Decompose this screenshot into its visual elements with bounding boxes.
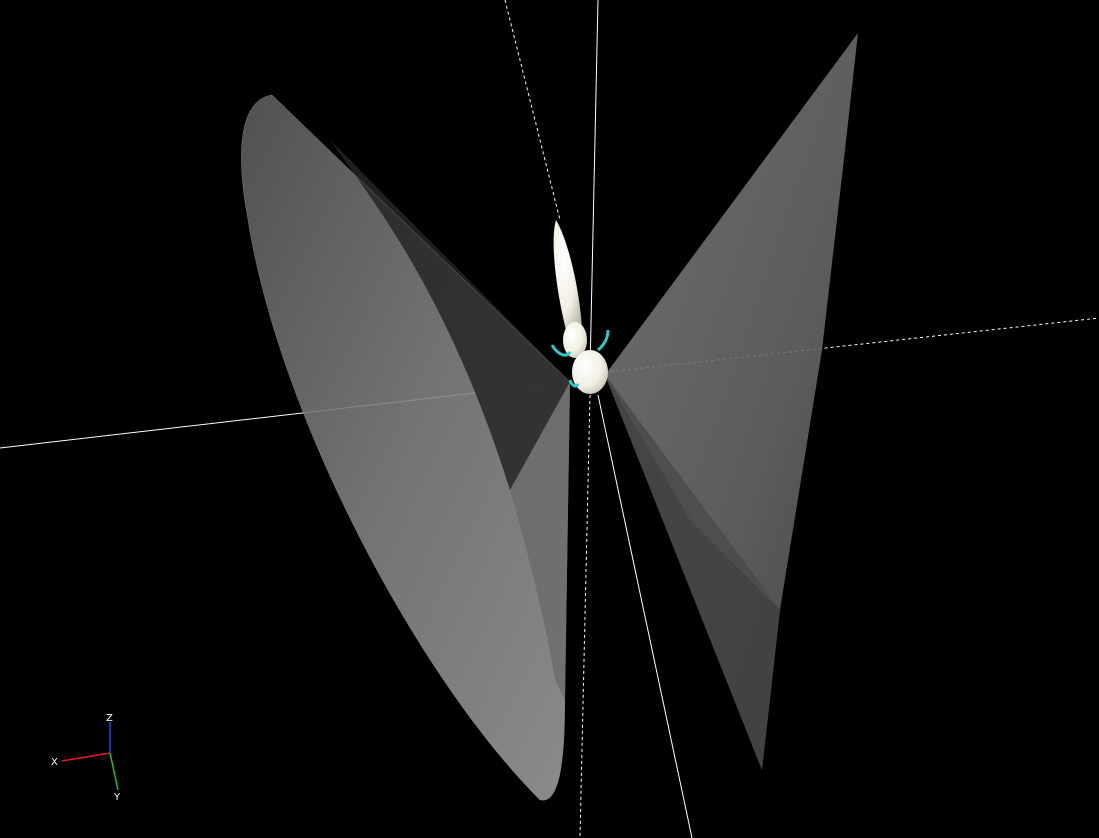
model-thruster <box>568 379 580 388</box>
right-cone[interactable] <box>605 33 858 770</box>
model-body <box>563 322 587 358</box>
axis-z-label: Z <box>106 713 113 724</box>
rocket-model[interactable] <box>550 220 610 394</box>
axis-x-label: X <box>51 757 58 768</box>
model-fin-right <box>597 329 610 352</box>
model-base <box>572 350 608 394</box>
model-fin-left <box>550 344 572 357</box>
orientation-widget: X Y Z <box>51 713 121 803</box>
axis-y-label: Y <box>113 792 121 803</box>
left-cone[interactable] <box>241 94 571 801</box>
model-nose <box>553 220 582 330</box>
